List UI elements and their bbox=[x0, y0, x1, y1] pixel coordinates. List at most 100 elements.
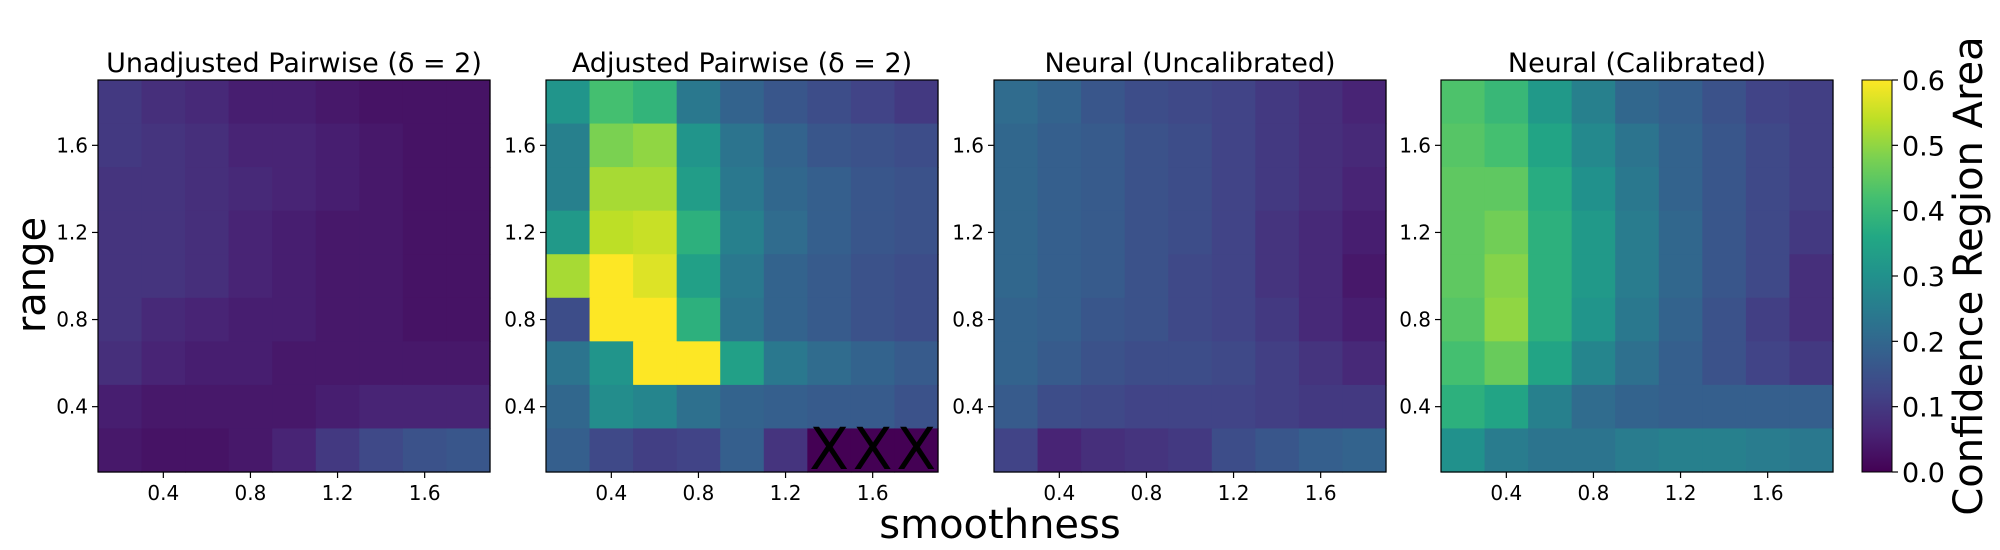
x-tick-label: 0.4 bbox=[1490, 481, 1522, 505]
heatmap-cell bbox=[315, 297, 360, 342]
x-tick-label: 0.8 bbox=[1578, 481, 1610, 505]
heatmap-cell bbox=[676, 297, 721, 342]
heatmap-cell bbox=[1702, 210, 1747, 255]
heatmap-cell bbox=[807, 297, 852, 342]
heatmap-cell bbox=[1528, 428, 1573, 473]
heatmap-cell-missing bbox=[807, 428, 852, 473]
colorbar-gradient bbox=[1861, 79, 1893, 473]
heatmap-cell bbox=[185, 123, 230, 168]
heatmap-cell bbox=[763, 167, 808, 212]
heatmap-cell bbox=[1255, 254, 1300, 299]
heatmap-cell bbox=[763, 210, 808, 255]
heatmap-cell bbox=[1789, 428, 1834, 473]
heatmap-cell bbox=[1702, 80, 1747, 125]
heatmap-cell bbox=[850, 80, 896, 125]
heatmap-cell bbox=[1789, 210, 1834, 255]
heatmap-cell bbox=[1745, 428, 1791, 473]
heatmap-cell bbox=[676, 384, 721, 430]
y-tick-label: 0.4 bbox=[504, 395, 536, 419]
heatmap-cell bbox=[1571, 428, 1616, 473]
heatmap-cell bbox=[1441, 80, 1486, 125]
heatmap-cell bbox=[807, 384, 852, 430]
heatmap-cell bbox=[1658, 341, 1703, 386]
heatmap-cell bbox=[1615, 384, 1660, 430]
heatmap-cell bbox=[141, 123, 186, 168]
heatmap-cell bbox=[1168, 297, 1213, 342]
heatmap-cell bbox=[402, 428, 448, 473]
heatmap-cell bbox=[763, 297, 808, 342]
heatmap-cell bbox=[1037, 297, 1082, 342]
heatmap-cell bbox=[894, 254, 939, 299]
heatmap-cell bbox=[850, 167, 896, 212]
heatmap-cell bbox=[1615, 167, 1660, 212]
heatmap-cell bbox=[1298, 428, 1344, 473]
heatmap-cell bbox=[359, 428, 404, 473]
heatmap-cell bbox=[1081, 428, 1126, 473]
heatmap-cell bbox=[1211, 384, 1256, 430]
heatmap-cell bbox=[1484, 384, 1529, 430]
panel-title: Neural (Calibrated) bbox=[1508, 48, 1766, 79]
heatmap-cell bbox=[1124, 297, 1169, 342]
heatmap-cell bbox=[272, 123, 317, 168]
heatmap-cell bbox=[546, 254, 591, 299]
heatmap-cell bbox=[315, 384, 360, 430]
heatmap-cell bbox=[402, 123, 448, 168]
heatmap-cell bbox=[850, 210, 896, 255]
heatmap-cell bbox=[1124, 123, 1169, 168]
y-tick-label: 1.2 bbox=[952, 220, 984, 244]
heatmap-cell bbox=[994, 210, 1039, 255]
heatmap-cell bbox=[359, 167, 404, 212]
heatmap-cell bbox=[546, 384, 591, 430]
heatmap-cell bbox=[720, 341, 765, 386]
heatmap-cell bbox=[402, 254, 448, 299]
heatmap-cell bbox=[633, 167, 678, 212]
heatmap-cell bbox=[1211, 210, 1256, 255]
heatmap-cell bbox=[185, 210, 230, 255]
missing-marker: X bbox=[809, 415, 849, 483]
heatmap-cell bbox=[1571, 384, 1616, 430]
heatmap-cell bbox=[446, 428, 491, 473]
heatmap-cell bbox=[1037, 341, 1082, 386]
heatmap-cell bbox=[1342, 428, 1387, 473]
heatmap-cell bbox=[633, 428, 678, 473]
heatmap-cell-missing bbox=[894, 428, 939, 473]
heatmap-cell bbox=[1484, 210, 1529, 255]
heatmap-cell bbox=[1658, 384, 1703, 430]
heatmap-cell bbox=[1298, 341, 1344, 386]
heatmap-cell bbox=[315, 167, 360, 212]
heatmap-cell bbox=[402, 210, 448, 255]
heatmap-cell bbox=[1037, 123, 1082, 168]
heatmap-cell bbox=[1342, 123, 1387, 168]
heatmap-cell bbox=[1037, 384, 1082, 430]
heatmap-cell bbox=[1211, 341, 1256, 386]
heatmap-cell bbox=[589, 210, 634, 255]
heatmap-cell bbox=[1124, 341, 1169, 386]
heatmap-cell bbox=[141, 80, 186, 125]
heatmap-cell bbox=[1615, 341, 1660, 386]
heatmap-cell bbox=[141, 297, 186, 342]
heatmap-cell bbox=[1255, 210, 1300, 255]
heatmap-cell bbox=[994, 428, 1039, 473]
heatmap-cell bbox=[1211, 428, 1256, 473]
heatmap-cell bbox=[228, 428, 273, 473]
heatmap-cell bbox=[807, 341, 852, 386]
heatmap-cell bbox=[720, 428, 765, 473]
heatmap-cell bbox=[720, 210, 765, 255]
heatmap-cell bbox=[228, 123, 273, 168]
heatmap-cell bbox=[1211, 297, 1256, 342]
panel-frame bbox=[97, 79, 491, 473]
heatmap-cell bbox=[1124, 428, 1169, 473]
heatmap-cell bbox=[720, 384, 765, 430]
heatmap-cell bbox=[1342, 80, 1387, 125]
colorbar-label: Confidence Region Area bbox=[1946, 36, 1992, 515]
heatmap-cell bbox=[185, 428, 230, 473]
heatmap-cell bbox=[1528, 210, 1573, 255]
heatmap-cell bbox=[272, 297, 317, 342]
heatmap-cell bbox=[589, 384, 634, 430]
heatmap-cell bbox=[1168, 254, 1213, 299]
heatmap-cell bbox=[1484, 80, 1529, 125]
heatmap-cell bbox=[676, 123, 721, 168]
heatmap-cell bbox=[589, 123, 634, 168]
heatmap-cell bbox=[546, 341, 591, 386]
heatmap-cell bbox=[1702, 167, 1747, 212]
